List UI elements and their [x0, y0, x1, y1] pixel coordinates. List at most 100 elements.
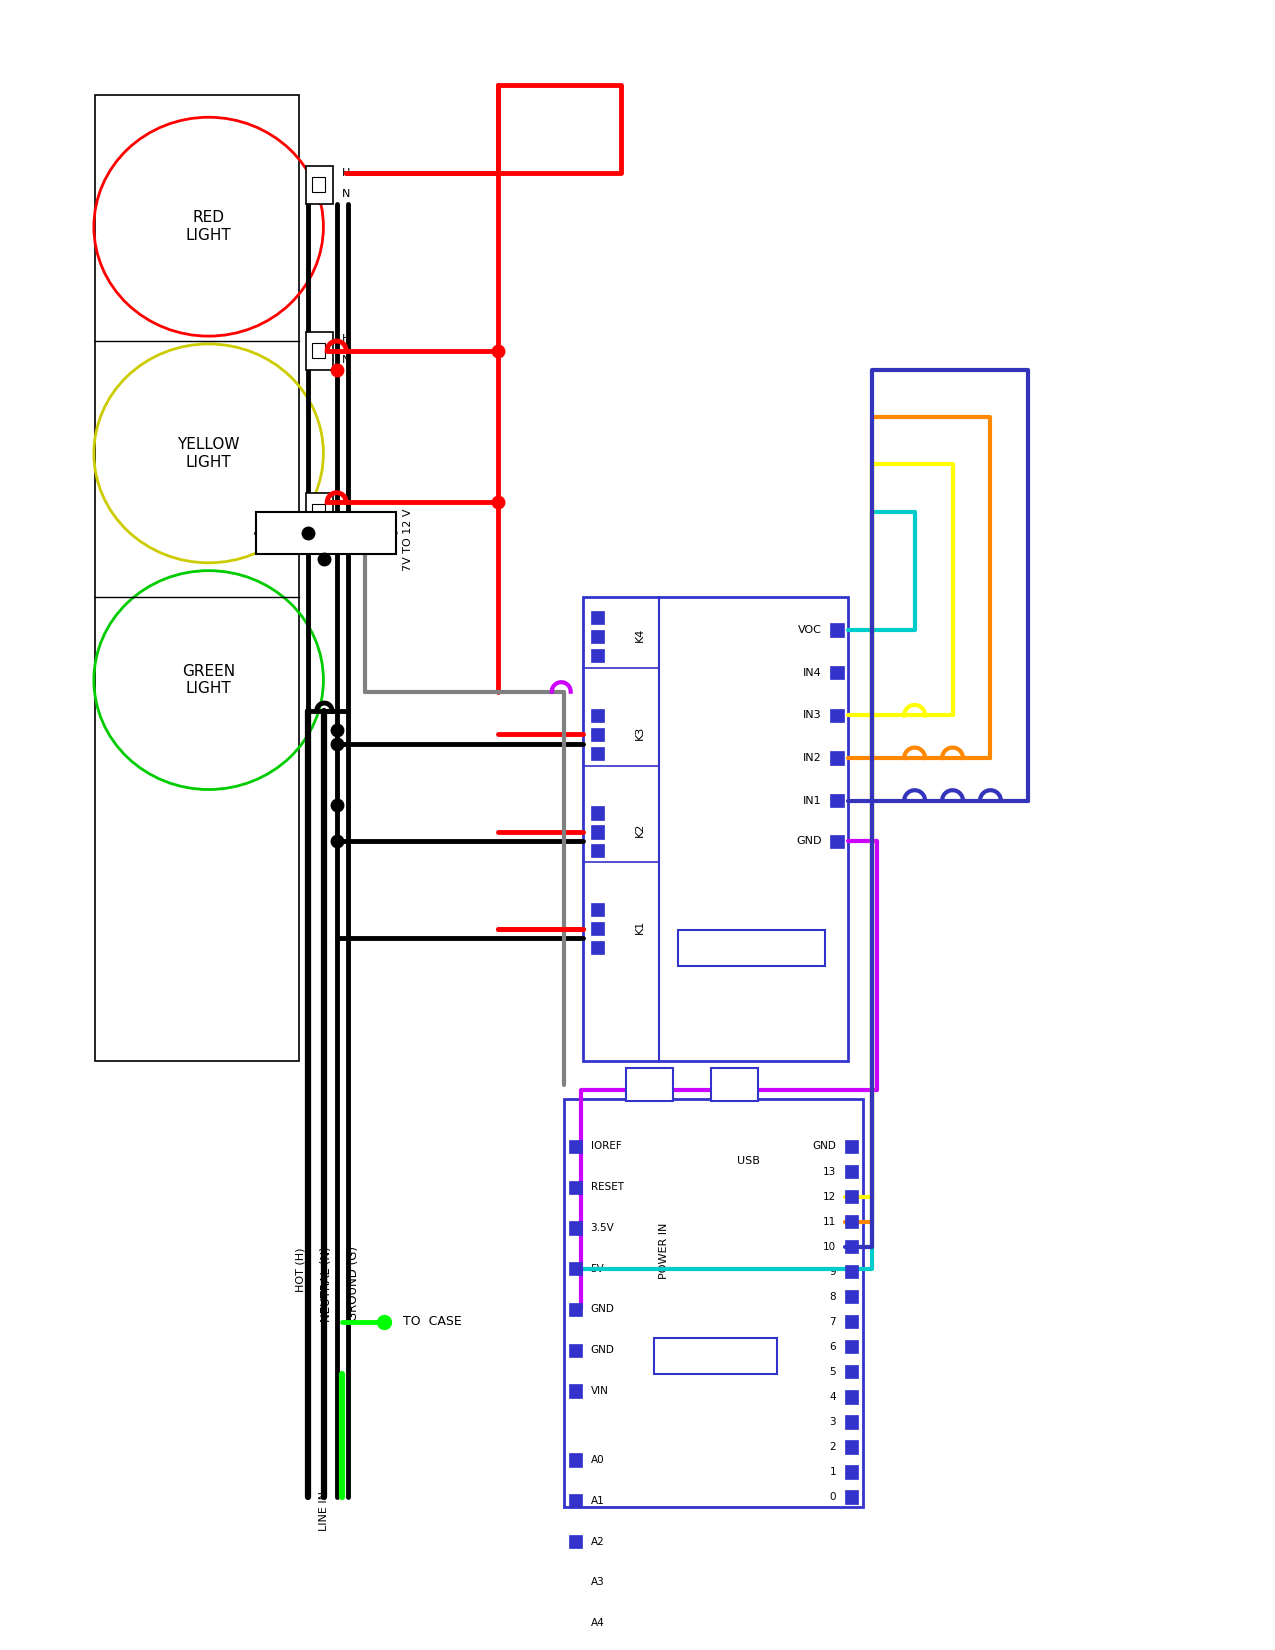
Text: 3: 3: [829, 1417, 836, 1427]
Text: ARDUINO: ARDUINO: [686, 1350, 745, 1363]
Text: A2: A2: [590, 1536, 604, 1546]
FancyBboxPatch shape: [564, 1099, 862, 1506]
FancyBboxPatch shape: [590, 903, 604, 916]
FancyBboxPatch shape: [844, 1490, 858, 1503]
Text: RED
LIGHT: RED LIGHT: [186, 211, 232, 243]
FancyBboxPatch shape: [590, 922, 604, 936]
Text: A4: A4: [590, 1619, 604, 1629]
FancyBboxPatch shape: [590, 728, 604, 741]
Text: N: N: [343, 516, 351, 526]
Text: VIN: VIN: [590, 1386, 608, 1396]
FancyBboxPatch shape: [830, 751, 844, 764]
FancyBboxPatch shape: [844, 1241, 858, 1254]
Text: USB: USB: [737, 1155, 760, 1165]
Text: 4: 4: [829, 1393, 836, 1402]
Text: 6: 6: [829, 1341, 836, 1351]
FancyBboxPatch shape: [590, 845, 604, 858]
Text: A0: A0: [590, 1455, 604, 1465]
FancyBboxPatch shape: [830, 794, 844, 807]
FancyBboxPatch shape: [569, 1534, 583, 1548]
Text: N: N: [343, 355, 351, 365]
FancyBboxPatch shape: [590, 825, 604, 838]
FancyBboxPatch shape: [590, 747, 604, 761]
FancyBboxPatch shape: [569, 1262, 583, 1275]
Text: NEUTRAL (N): NEUTRAL (N): [320, 1246, 333, 1322]
Text: RELAY MODULE: RELAY MODULE: [705, 942, 797, 955]
Text: 0: 0: [830, 1492, 836, 1502]
Text: H: H: [343, 495, 351, 505]
FancyBboxPatch shape: [626, 1068, 673, 1101]
Text: 9: 9: [829, 1267, 836, 1277]
FancyBboxPatch shape: [256, 512, 397, 554]
FancyBboxPatch shape: [590, 630, 604, 644]
FancyBboxPatch shape: [830, 667, 844, 680]
FancyBboxPatch shape: [306, 493, 333, 531]
Text: IN3: IN3: [803, 711, 822, 721]
FancyBboxPatch shape: [830, 624, 844, 637]
FancyBboxPatch shape: [844, 1214, 858, 1228]
FancyBboxPatch shape: [844, 1465, 858, 1478]
FancyBboxPatch shape: [590, 648, 604, 662]
FancyBboxPatch shape: [569, 1454, 583, 1467]
Text: GND: GND: [590, 1305, 615, 1315]
Text: 11: 11: [822, 1216, 836, 1226]
Text: POWER IN: POWER IN: [659, 1223, 668, 1279]
FancyBboxPatch shape: [844, 1190, 858, 1203]
Text: YELLOW
LIGHT: YELLOW LIGHT: [177, 437, 240, 470]
FancyBboxPatch shape: [830, 710, 844, 723]
FancyBboxPatch shape: [569, 1304, 583, 1317]
Text: GND: GND: [797, 837, 822, 846]
Text: 5: 5: [829, 1366, 836, 1376]
FancyBboxPatch shape: [569, 1140, 583, 1153]
Text: GROUND (G): GROUND (G): [347, 1246, 361, 1322]
FancyBboxPatch shape: [711, 1068, 759, 1101]
FancyBboxPatch shape: [569, 1384, 583, 1398]
Text: 3.5V: 3.5V: [590, 1223, 615, 1233]
Text: IN2: IN2: [803, 752, 822, 762]
Text: N: N: [343, 190, 351, 200]
Text: RESET: RESET: [590, 1181, 623, 1193]
FancyBboxPatch shape: [590, 940, 604, 954]
FancyBboxPatch shape: [590, 610, 604, 624]
FancyBboxPatch shape: [569, 1181, 583, 1195]
FancyBboxPatch shape: [312, 177, 325, 193]
FancyBboxPatch shape: [844, 1165, 858, 1178]
FancyBboxPatch shape: [312, 343, 325, 358]
Text: K1: K1: [635, 919, 645, 934]
FancyBboxPatch shape: [830, 835, 844, 848]
Text: H: H: [343, 335, 351, 345]
Text: LINE IN: LINE IN: [319, 1492, 329, 1531]
Text: 1: 1: [829, 1467, 836, 1477]
Text: 2: 2: [829, 1442, 836, 1452]
Text: IN4: IN4: [803, 668, 822, 678]
Text: 7: 7: [829, 1317, 836, 1327]
Text: VOC: VOC: [798, 625, 822, 635]
FancyBboxPatch shape: [306, 332, 333, 370]
Text: K3: K3: [635, 726, 645, 739]
Text: TRANSFORMER: TRANSFORMER: [282, 526, 371, 540]
Text: K2: K2: [635, 823, 645, 837]
FancyBboxPatch shape: [844, 1140, 858, 1153]
Text: 13: 13: [822, 1167, 836, 1176]
FancyBboxPatch shape: [844, 1416, 858, 1429]
FancyBboxPatch shape: [844, 1340, 858, 1353]
Text: 7V TO 12 V: 7V TO 12 V: [403, 508, 413, 571]
FancyBboxPatch shape: [306, 165, 333, 203]
Text: GREEN
LIGHT: GREEN LIGHT: [182, 663, 235, 696]
Text: GND: GND: [812, 1142, 836, 1152]
FancyBboxPatch shape: [844, 1391, 858, 1404]
Text: K4: K4: [635, 627, 645, 642]
FancyBboxPatch shape: [844, 1365, 858, 1378]
Text: 8: 8: [829, 1292, 836, 1302]
FancyBboxPatch shape: [654, 1338, 778, 1374]
FancyBboxPatch shape: [844, 1315, 858, 1328]
FancyBboxPatch shape: [312, 503, 325, 520]
Text: TO  CASE: TO CASE: [403, 1315, 462, 1328]
Text: 10: 10: [822, 1242, 836, 1252]
FancyBboxPatch shape: [678, 931, 825, 967]
Text: GND: GND: [590, 1345, 615, 1355]
Text: A3: A3: [590, 1577, 604, 1587]
FancyBboxPatch shape: [583, 597, 848, 1061]
Text: 5V: 5V: [590, 1264, 604, 1274]
FancyBboxPatch shape: [569, 1343, 583, 1356]
